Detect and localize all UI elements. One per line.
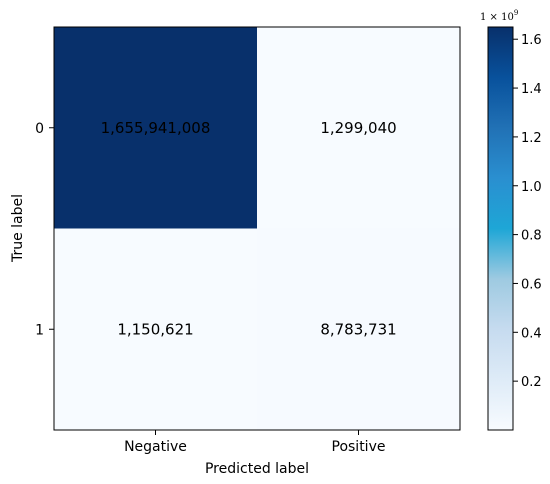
cell-value-label: 1,150,621 [117, 320, 193, 338]
colorbar-tick-label: 1.4 [521, 82, 542, 97]
colorbar-gradient [487, 26, 514, 431]
y-tick-label: 1 [35, 322, 44, 338]
colorbar-multiplier: 1 × 109 [480, 9, 518, 23]
heatmap-cell [257, 27, 461, 229]
cell-value-label: 1,299,040 [320, 119, 396, 137]
y-tick-label: 0 [35, 121, 44, 137]
colorbar-tick-label: 1.2 [521, 131, 542, 146]
plot-frame [53, 26, 461, 431]
colorbar-multiplier-base: 1 × 10 [480, 12, 514, 23]
colorbar-tick-label: 0.2 [521, 375, 542, 390]
heatmap-cell [54, 228, 258, 431]
axis-ticks: Negative Positive 0 1 [35, 121, 385, 455]
cell-value-label: 1,655,941,008 [101, 119, 211, 137]
x-axis-label: Predicted label [205, 461, 309, 477]
colorbar-tick-label: 0.6 [521, 277, 542, 292]
colorbar-tick-label: 1.0 [521, 180, 542, 195]
colorbar-ticks: 0.2 0.4 0.6 0.8 1.0 1.2 1.4 1.6 [513, 33, 542, 390]
colorbar-tick-label: 1.6 [521, 33, 542, 48]
colorbar-tick-label: 0.4 [521, 326, 542, 341]
colorbar-multiplier-exponent: 9 [514, 9, 518, 17]
heatmap-cell [257, 228, 461, 431]
x-tick-label: Negative [124, 439, 187, 455]
colorbar-tick-label: 0.8 [521, 229, 542, 244]
cell-value-label: 8,783,731 [320, 320, 396, 338]
heatmap-cell [54, 27, 258, 229]
y-axis-label: True label [10, 194, 26, 263]
x-tick-label: Positive [332, 439, 386, 455]
heatmap-cells: 1,655,941,008 1,299,040 1,150,621 8,783,731 [54, 27, 461, 431]
